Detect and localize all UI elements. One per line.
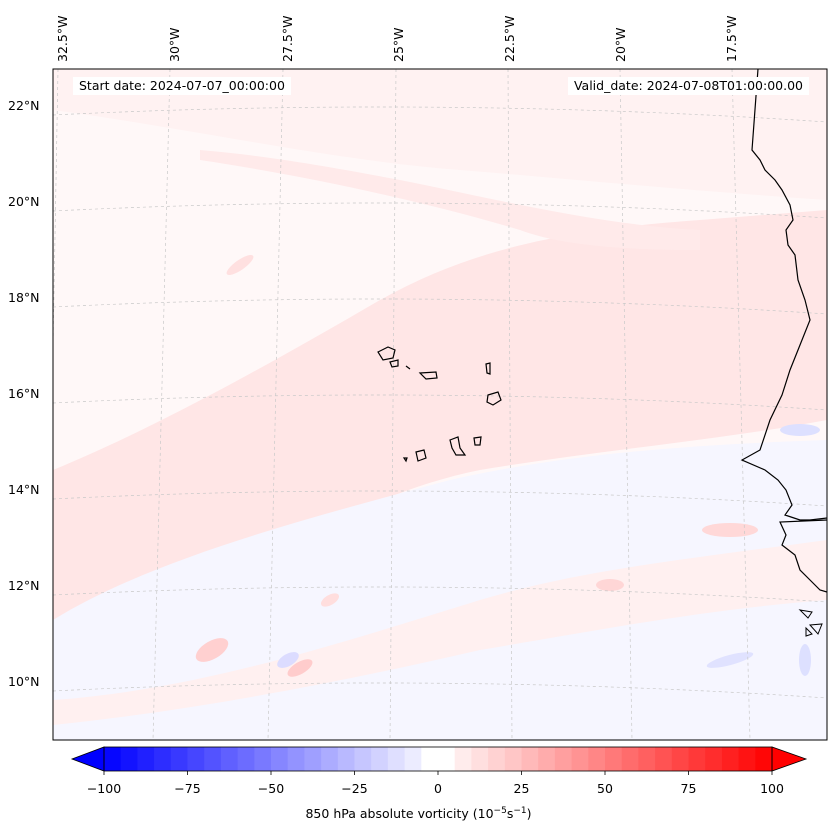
colorbar-segment bbox=[354, 747, 372, 771]
colorbar-segment bbox=[705, 747, 723, 771]
positive-streak-south bbox=[53, 540, 827, 725]
vorticity-spot bbox=[799, 644, 811, 676]
vorticity-spot bbox=[277, 652, 299, 668]
latitude-tick-label: 22°N bbox=[8, 98, 40, 113]
longitude-tick-label: 32.5°W bbox=[55, 15, 70, 62]
colorbar-segment bbox=[688, 747, 706, 771]
latitude-tick-label: 18°N bbox=[8, 290, 40, 305]
colorbar-label: 850 hPa absolute vorticity (10−5s−1) bbox=[305, 806, 532, 822]
colorbar-segment bbox=[571, 747, 589, 771]
colorbar-segment bbox=[638, 747, 656, 771]
colorbar-segment bbox=[504, 747, 522, 771]
latitude-tick-label: 16°N bbox=[8, 386, 40, 401]
longitude-tick-label: 27.5°W bbox=[280, 15, 295, 62]
colorbar-segment bbox=[154, 747, 172, 771]
colorbar-tick-label: 75 bbox=[680, 781, 697, 796]
colorbar-segment bbox=[287, 747, 305, 771]
colorbar-segment bbox=[671, 747, 689, 771]
colorbar-segment bbox=[605, 747, 623, 771]
colorbar-segment bbox=[271, 747, 289, 771]
colorbar-min-extension bbox=[70, 746, 105, 772]
vorticity-spot bbox=[596, 579, 624, 591]
vorticity-band-upper bbox=[53, 69, 827, 200]
africa-coastline-south bbox=[779, 519, 827, 593]
coast-islands bbox=[798, 609, 823, 637]
colorbar bbox=[70, 746, 808, 775]
longitude-tick-label: 17.5°W bbox=[724, 15, 739, 62]
colorbar-tick-label: 25 bbox=[513, 781, 530, 796]
colorbar-tick-label: −100 bbox=[86, 781, 122, 796]
longitude-tick-label: 22.5°W bbox=[502, 15, 517, 62]
colorbar-tick-label: −25 bbox=[341, 781, 368, 796]
colorbar-segment bbox=[554, 747, 573, 771]
colorbar-segment bbox=[738, 747, 756, 771]
vorticity-spot bbox=[226, 254, 254, 276]
vorticity-spot bbox=[702, 523, 758, 537]
colorbar-segment bbox=[588, 747, 606, 771]
colorbar-segment bbox=[254, 747, 272, 771]
colorbar-segment bbox=[387, 747, 406, 771]
vorticity-spot bbox=[780, 424, 820, 436]
colorbar-segment bbox=[454, 747, 472, 771]
longitude-tick-label: 20°W bbox=[613, 27, 628, 62]
colorbar-tick-label: −75 bbox=[174, 781, 201, 796]
colorbar-segment bbox=[170, 747, 188, 771]
colorbar-tick-label: −50 bbox=[257, 781, 285, 796]
latitude-tick-label: 12°N bbox=[8, 578, 40, 593]
colorbar-segment bbox=[371, 747, 389, 771]
colorbar-segment bbox=[187, 747, 205, 771]
colorbar-segment bbox=[438, 747, 456, 771]
colorbar-segment bbox=[304, 747, 322, 771]
colorbar-max-extension bbox=[771, 746, 808, 772]
colorbar-segment bbox=[421, 747, 439, 771]
vorticity-band-north bbox=[200, 150, 700, 250]
colorbar-segment bbox=[104, 747, 122, 771]
start-date-label: Start date: 2024-07-07_00:00:00 bbox=[73, 77, 291, 95]
cape-verde-islands bbox=[377, 346, 502, 463]
latitude-tick-label: 20°N bbox=[8, 194, 40, 209]
colorbar-segment bbox=[337, 747, 355, 771]
colorbar-segment bbox=[321, 747, 339, 771]
colorbar-segment bbox=[237, 747, 255, 771]
colorbar-segment bbox=[120, 747, 138, 771]
colorbar-segment bbox=[721, 747, 740, 771]
colorbar-tick-label: 50 bbox=[597, 781, 613, 796]
latitude-tick-label: 10°N bbox=[8, 674, 40, 689]
colorbar-segment bbox=[137, 747, 155, 771]
colorbar-segment bbox=[204, 747, 222, 771]
colorbar-tick-label: 0 bbox=[434, 781, 442, 796]
colorbar-segment bbox=[621, 747, 639, 771]
colorbar-segment bbox=[521, 747, 539, 771]
valid-date-label: Valid_date: 2024-07-08T01:00:00.00 bbox=[567, 77, 809, 95]
colorbar-segment bbox=[220, 747, 239, 771]
colorbar-segment bbox=[404, 747, 422, 771]
colorbar-segment bbox=[655, 747, 673, 771]
africa-coastline bbox=[740, 69, 827, 521]
colorbar-segment bbox=[755, 747, 773, 771]
colorbar-segment bbox=[538, 747, 556, 771]
vorticity-spot bbox=[320, 593, 340, 607]
colorbar-segment bbox=[488, 747, 506, 771]
colorbar-tick-label: 100 bbox=[760, 781, 784, 796]
longitude-tick-label: 30°W bbox=[167, 27, 182, 62]
negative-vorticity-area bbox=[53, 440, 827, 740]
vorticity-spot bbox=[287, 659, 313, 677]
vorticity-spot bbox=[706, 652, 754, 668]
longitude-tick-label: 25°W bbox=[391, 27, 406, 62]
vorticity-spot bbox=[195, 638, 229, 662]
latitude-tick-label: 14°N bbox=[8, 482, 40, 497]
colorbar-segment bbox=[471, 747, 489, 771]
